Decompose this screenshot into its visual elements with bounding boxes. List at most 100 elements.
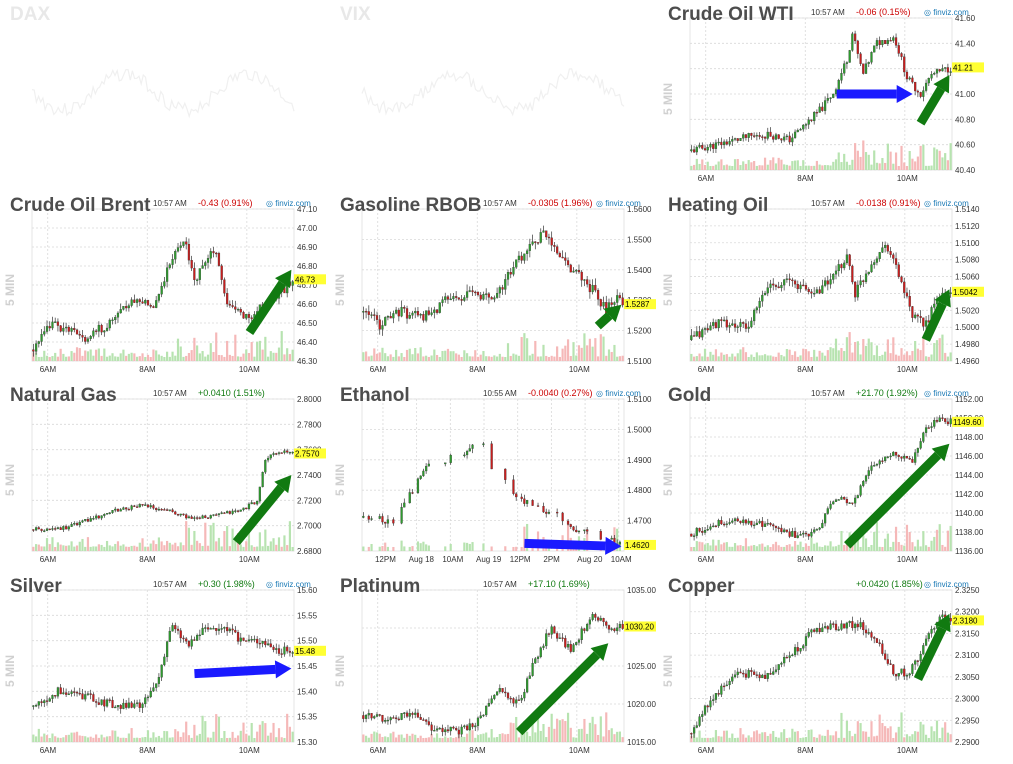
candle-body [553,245,556,247]
candle-body [823,100,827,111]
volume-bar [695,737,698,742]
chart-source-link[interactable]: ◎ finviz.com [596,199,641,208]
chart-source-link[interactable]: ◎ finviz.com [924,8,969,17]
volume-bar [59,544,62,551]
chart-source-link[interactable]: ◎ finviz.com [266,580,311,589]
candle-body [395,717,398,720]
volume-bar [231,528,234,551]
volume-bar [160,737,163,742]
chart-title: Natural Gas [10,385,117,406]
candle-body [370,713,373,719]
x-tick-label: 8AM [139,555,156,564]
volume-bar [693,356,696,361]
chart-panel-dax[interactable]: DAX [8,2,328,188]
chart-panel-heating[interactable]: 1.51401.51201.51001.50801.50601.50401.50… [661,193,986,379]
volume-bar [944,546,947,551]
chart-panel-ethanol[interactable]: 1.5100 1.5000 1.4900 1.4800 1.4700 12PM Aug 18… [333,383,658,569]
candle-body [256,500,259,505]
chart-panel-vix[interactable]: VIX [338,2,658,188]
volume-bar [256,546,259,551]
candle-body [799,284,802,290]
volume-bar [520,337,523,361]
chart-panel-rbob[interactable]: 1.56001.55001.54001.53001.52001.51006AM8… [333,193,658,379]
candle-body [905,292,909,297]
volume-bar [157,354,160,361]
candle-body [911,77,914,83]
candle-body [414,712,417,715]
candle-body [908,296,911,307]
volume-bar [566,522,570,551]
plot-frame [361,208,625,362]
volume-bar [777,157,780,170]
candle-body [588,284,591,293]
volume-bar [114,543,117,551]
candle-body [493,297,496,300]
candle-body [610,537,613,540]
chart-source-link[interactable]: ◎ finviz.com [924,580,969,589]
volume-bar [903,737,906,742]
candle-body [908,77,911,80]
candle-body [92,518,95,520]
candle-body [427,721,430,725]
volume-bar [621,355,624,361]
candle-body [97,324,100,332]
chart-title: Crude Oil WTI [668,4,794,25]
candle-body [878,40,881,46]
volume-bar [703,737,707,742]
candle-body [269,643,272,648]
chart-source-link[interactable]: ◎ finviz.com [924,389,969,398]
candle-body [433,309,436,313]
volume-bar [155,544,158,551]
candle-body [378,516,381,519]
volume-bar [37,544,40,551]
volume-bar [103,737,106,742]
volume-bar [515,546,518,551]
candle-body [772,524,775,527]
candle-body [512,698,515,704]
chart-source-link[interactable]: ◎ finviz.com [266,199,311,208]
chart-panel-wti[interactable]: 41.6041.4041.2041.0040.8040.6040.406AM8A… [661,2,986,188]
volume-bar [220,546,223,551]
chart-panel-platinum[interactable]: 1035.001030.001025.001020.001015.006AM8A… [333,574,658,760]
candle-body [97,515,100,519]
candle-body [34,343,38,352]
chart-source-link[interactable]: ◎ finviz.com [596,389,641,398]
volume-bar [422,356,425,361]
candle-body [384,521,387,524]
candle-body [821,285,824,294]
chart-panel-natgas[interactable]: 2.80002.78002.76002.74002.72002.70002.68… [3,383,328,569]
candle-body [155,300,158,308]
y-tick-label: 2.7200 [297,496,322,505]
candle-body [105,513,109,515]
candle-body [81,335,84,338]
volume-bar [747,356,750,361]
candle-body [40,334,43,342]
candle-body [577,530,581,533]
candle-body [130,505,133,510]
volume-bar [506,343,510,361]
candle-body [381,325,384,330]
chart-source-link[interactable]: ◎ finviz.com [924,199,969,208]
volume-bar [804,543,808,551]
volume-bar [886,339,889,361]
volume-bar [586,733,589,742]
candle-body [889,251,892,255]
volume-bar [86,537,90,551]
chart-panel-gold[interactable]: 1152.001150.001148.001146.001144.001142.… [661,383,986,569]
candle-body [807,119,810,125]
chart-panel-copper[interactable]: 2.3250 2.3200 2.3150 2.3100 2.3050 2.3000 2.29… [661,574,986,760]
chart-panel-silver[interactable]: 15.60 15.55 15.50 15.45 15.40 15.35 15.30 6AM 8A… [3,574,328,760]
volume-bar [193,530,196,551]
candle-body [56,687,60,697]
candle-body [927,78,930,84]
candle-body [599,618,602,621]
chart-panel-brent[interactable]: 47.10 47.00 46.90 46.80 46.70 46.60 46.50 46.40… [3,193,328,379]
annotation-arrow-head [934,289,951,308]
candle-body [193,267,196,281]
candle-body [949,618,952,622]
candle-body [859,280,862,286]
volume-bar [813,165,816,170]
candle-body [364,714,368,719]
candle-body [286,646,289,652]
candle-body [176,514,180,516]
